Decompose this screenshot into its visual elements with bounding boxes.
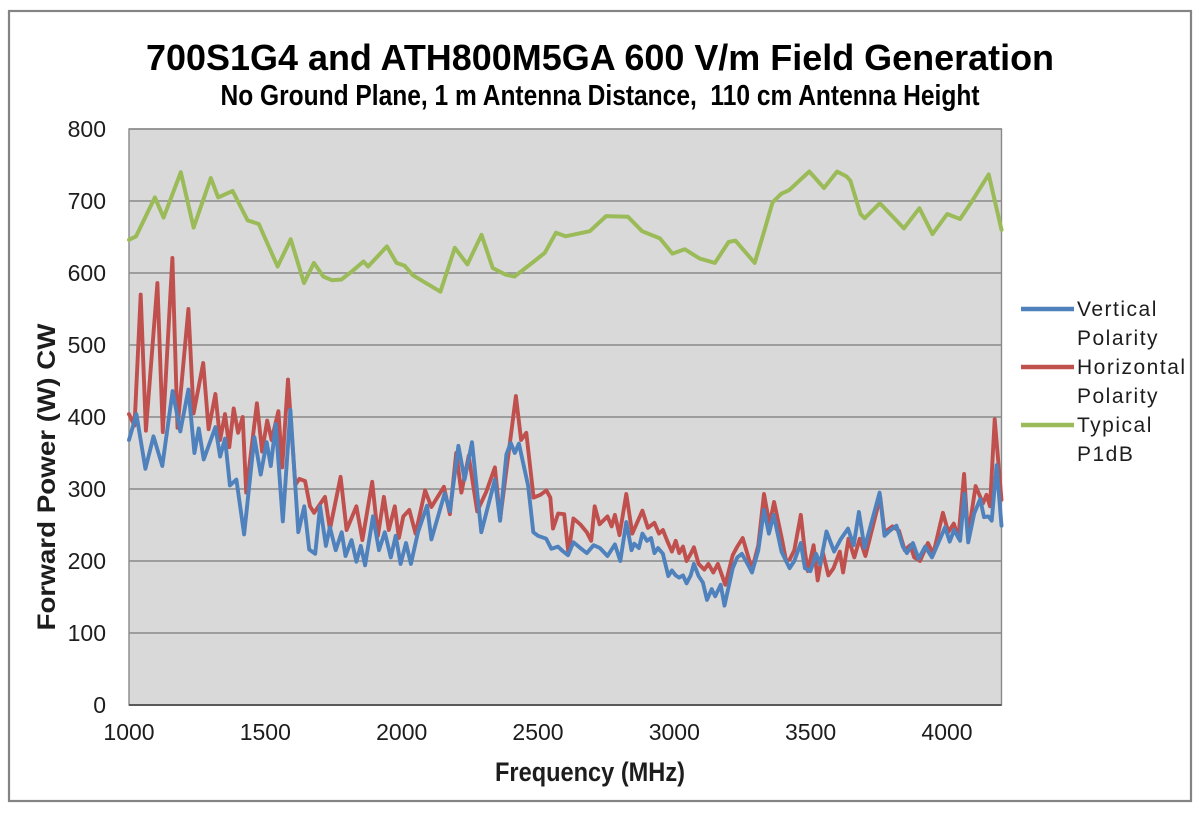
svg-text:700S1G4 and ATH800M5GA 600 V/m: 700S1G4 and ATH800M5GA 600 V/m Field Gen… [146, 37, 1054, 78]
svg-text:P1dB: P1dB [1077, 443, 1134, 466]
svg-text:500: 500 [68, 332, 106, 358]
svg-text:100: 100 [68, 620, 106, 646]
svg-text:200: 200 [68, 548, 106, 574]
svg-text:2500: 2500 [512, 719, 563, 745]
svg-text:Horizontal: Horizontal [1077, 356, 1187, 379]
svg-text:Frequency (MHz): Frequency (MHz) [495, 757, 685, 787]
svg-text:400: 400 [68, 404, 106, 430]
svg-text:Polarity: Polarity [1077, 385, 1159, 408]
svg-text:Polarity: Polarity [1077, 327, 1159, 350]
svg-text:300: 300 [68, 476, 106, 502]
svg-text:0: 0 [93, 692, 106, 718]
svg-text:3000: 3000 [649, 719, 700, 745]
svg-text:No Ground Plane, 1 m Antenna D: No Ground Plane, 1 m Antenna Distance, 1… [221, 80, 980, 112]
svg-text:Vertical: Vertical [1077, 298, 1158, 321]
svg-text:Forward Power (W) CW: Forward Power (W) CW [33, 323, 61, 630]
svg-text:Typical: Typical [1077, 414, 1153, 437]
svg-text:800: 800 [68, 116, 106, 142]
svg-text:3500: 3500 [785, 719, 836, 745]
svg-text:700: 700 [68, 188, 106, 214]
svg-text:1500: 1500 [240, 719, 291, 745]
svg-text:600: 600 [68, 260, 106, 286]
svg-text:2000: 2000 [376, 719, 427, 745]
svg-text:1000: 1000 [103, 719, 154, 745]
svg-text:4000: 4000 [921, 719, 972, 745]
